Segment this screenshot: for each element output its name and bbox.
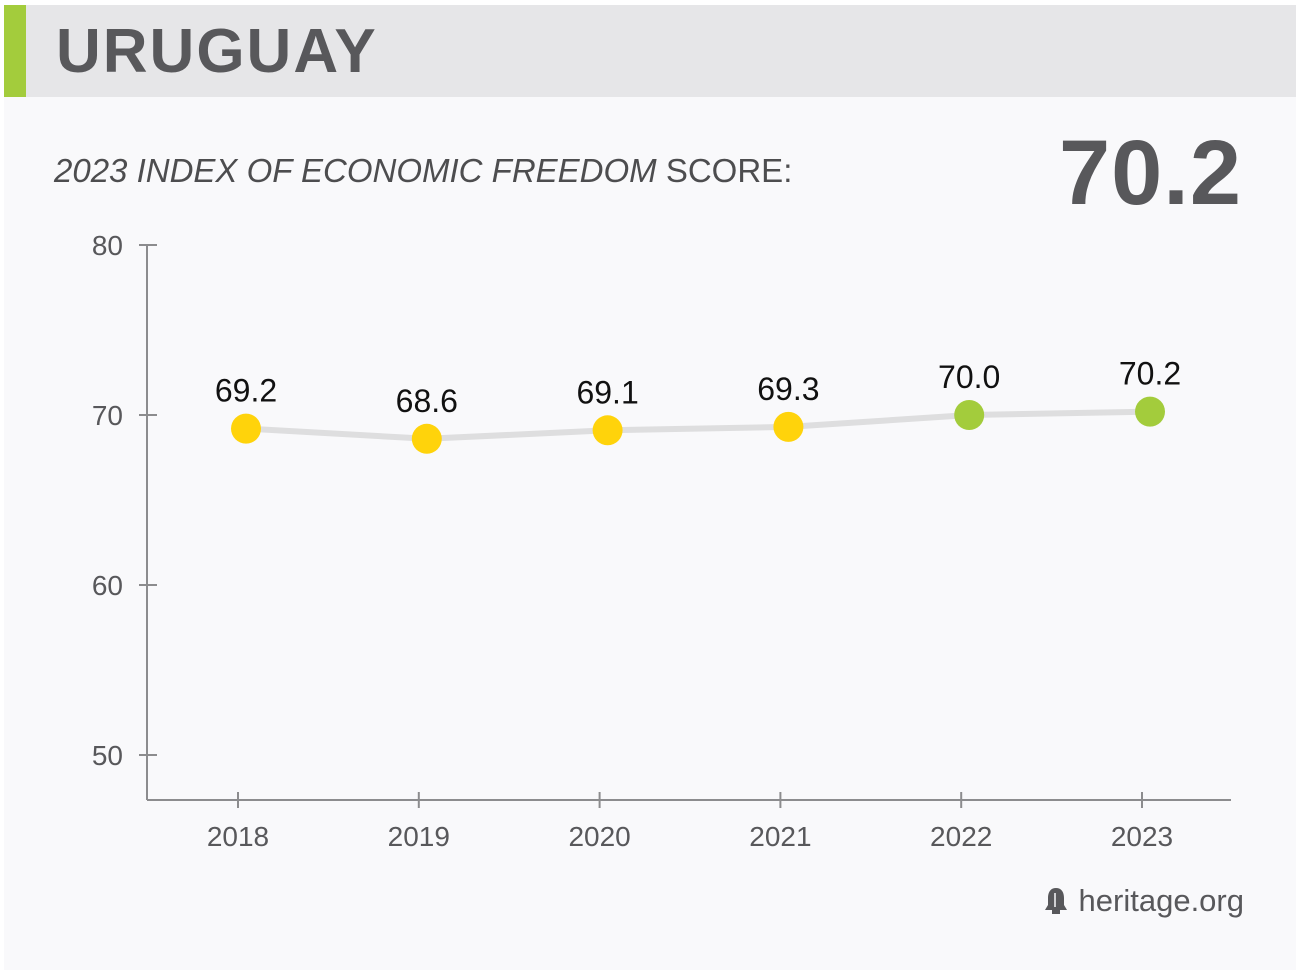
- data-label: 69.2: [215, 373, 277, 409]
- data-point: [954, 400, 985, 430]
- series-line: [245, 408, 1151, 442]
- liberty-bell-icon: [1044, 888, 1067, 914]
- data-points-layer: [231, 396, 1165, 454]
- x-tick-label: 2018: [207, 821, 269, 852]
- data-point: [231, 413, 261, 444]
- data-point: [773, 411, 804, 442]
- y-tick-label: 60: [92, 570, 123, 601]
- data-label: 70.0: [938, 359, 1000, 395]
- score-suffix: SCORE:: [656, 152, 793, 189]
- data-point: [1135, 396, 1165, 427]
- source-text: heritage.org: [1078, 883, 1244, 918]
- data-labels-layer: 69.2 68.6 69.1 69.3 70.0 70.2: [215, 356, 1181, 419]
- chart-card: URUGUAY 2023 INDEX OF ECONOMIC FREEDOM S…: [4, 5, 1296, 970]
- y-tick-label: 70: [92, 400, 123, 431]
- line-chart: 50 60 70 80 2018 2019 2020 2021 2022 2023 69.2 68.…: [92, 230, 1231, 852]
- y-tick-label: 50: [92, 740, 123, 771]
- y-tick-label: 80: [92, 230, 123, 261]
- x-tick-label: 2021: [749, 821, 811, 852]
- country-title: URUGUAY: [56, 17, 378, 86]
- index-subtitle: 2023 INDEX OF ECONOMIC FREEDOM SCORE:: [54, 151, 792, 191]
- data-label: 68.6: [396, 383, 458, 419]
- data-label: 70.2: [1119, 356, 1181, 392]
- chart-axes: 50 60 70 80 2018 2019 2020 2021 2022 2023: [92, 230, 1231, 852]
- data-point: [592, 415, 623, 446]
- header-bar: URUGUAY: [4, 5, 1296, 97]
- data-label: 69.3: [757, 371, 819, 407]
- data-point: [411, 423, 442, 454]
- series-line-layer: [245, 408, 1151, 442]
- overall-score: 70.2: [1058, 122, 1242, 224]
- x-tick-label: 2019: [388, 821, 450, 852]
- accent-stripe: [4, 5, 26, 97]
- x-tick-label: 2020: [568, 821, 630, 852]
- source-credit: heritage.org: [1043, 883, 1244, 919]
- data-label: 69.1: [576, 374, 638, 410]
- x-tick-label: 2022: [930, 821, 992, 852]
- x-tick-label: 2023: [1111, 821, 1173, 852]
- index-name: 2023 INDEX OF ECONOMIC FREEDOM: [54, 152, 657, 189]
